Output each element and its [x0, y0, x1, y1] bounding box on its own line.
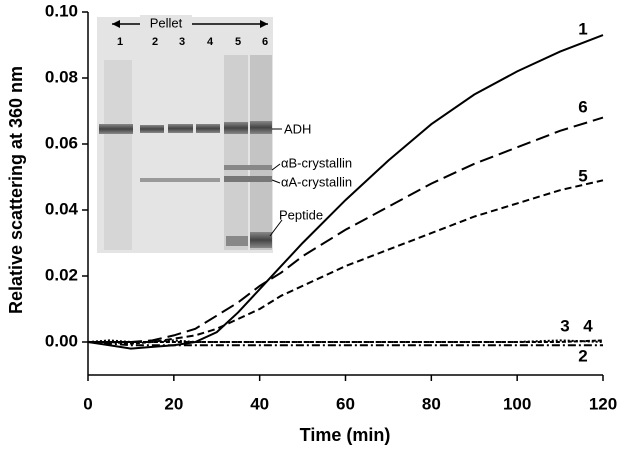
- y-tick-label: 0.06: [45, 133, 78, 152]
- lane-label: 6: [262, 36, 268, 48]
- gel-band: [226, 236, 248, 246]
- x-axis-label: Time (min): [300, 425, 391, 445]
- series-line: [87, 341, 603, 347]
- lane-label: 4: [207, 36, 214, 48]
- series-label: 2: [578, 346, 587, 365]
- x-tick-label: 100: [503, 394, 531, 413]
- y-tick-label: 0.00: [45, 331, 78, 350]
- band-label: αB-crystallin: [281, 155, 352, 170]
- gel-title-bg: [140, 15, 192, 33]
- x-tick-label: 120: [589, 394, 617, 413]
- x-tick-label: 80: [422, 394, 441, 413]
- y-axis-label: Relative scattering at 360 nm: [6, 66, 26, 314]
- lane-label: 1: [117, 36, 123, 48]
- gel-band: [224, 176, 272, 182]
- gel-band: [140, 125, 164, 133]
- x-tick-label: 40: [250, 394, 269, 413]
- lane-label: 5: [235, 36, 241, 48]
- gel-band: [99, 124, 133, 134]
- band-label: αA-crystallin: [281, 174, 352, 189]
- gel-band: [250, 232, 272, 248]
- y-tick-label: 0.02: [45, 265, 78, 284]
- series-label: 6: [578, 97, 587, 116]
- y-tick-label: 0.10: [45, 1, 78, 20]
- series-label: 3: [560, 316, 569, 335]
- gel-lane-smear: [250, 55, 272, 250]
- pointer: [271, 163, 281, 171]
- gel-band: [250, 121, 272, 134]
- gel-inset: Pellet 1 2 3 4 5 6 ADH αB-crystallin αA-…: [97, 15, 352, 253]
- gel-band: [224, 165, 272, 170]
- x-tick-label: 60: [336, 394, 355, 413]
- pointer: [269, 219, 283, 237]
- lane-label: 2: [152, 36, 158, 48]
- gel-lane-smear: [104, 60, 132, 250]
- gel-lane-smear: [224, 55, 248, 250]
- y-tick-label: 0.04: [45, 199, 79, 218]
- gel-band: [224, 122, 248, 134]
- y-tick-label: 0.08: [45, 67, 78, 86]
- pointer: [271, 179, 281, 184]
- series-line: [88, 116, 604, 343]
- band-label: ADH: [284, 121, 311, 136]
- series-line: [87, 34, 604, 350]
- gel-band: [196, 124, 220, 133]
- series-label: 1: [578, 19, 587, 38]
- series-line: [87, 339, 604, 343]
- gel-band: [168, 124, 193, 133]
- gel-title: Pellet: [150, 15, 183, 30]
- series-label: 4: [583, 316, 593, 335]
- series-label: 5: [578, 166, 587, 185]
- x-tick-label: 20: [164, 394, 183, 413]
- x-tick-label: 0: [83, 394, 92, 413]
- lane-label: 3: [179, 36, 185, 48]
- band-label: Peptide: [279, 207, 323, 222]
- gel-band: [140, 178, 220, 182]
